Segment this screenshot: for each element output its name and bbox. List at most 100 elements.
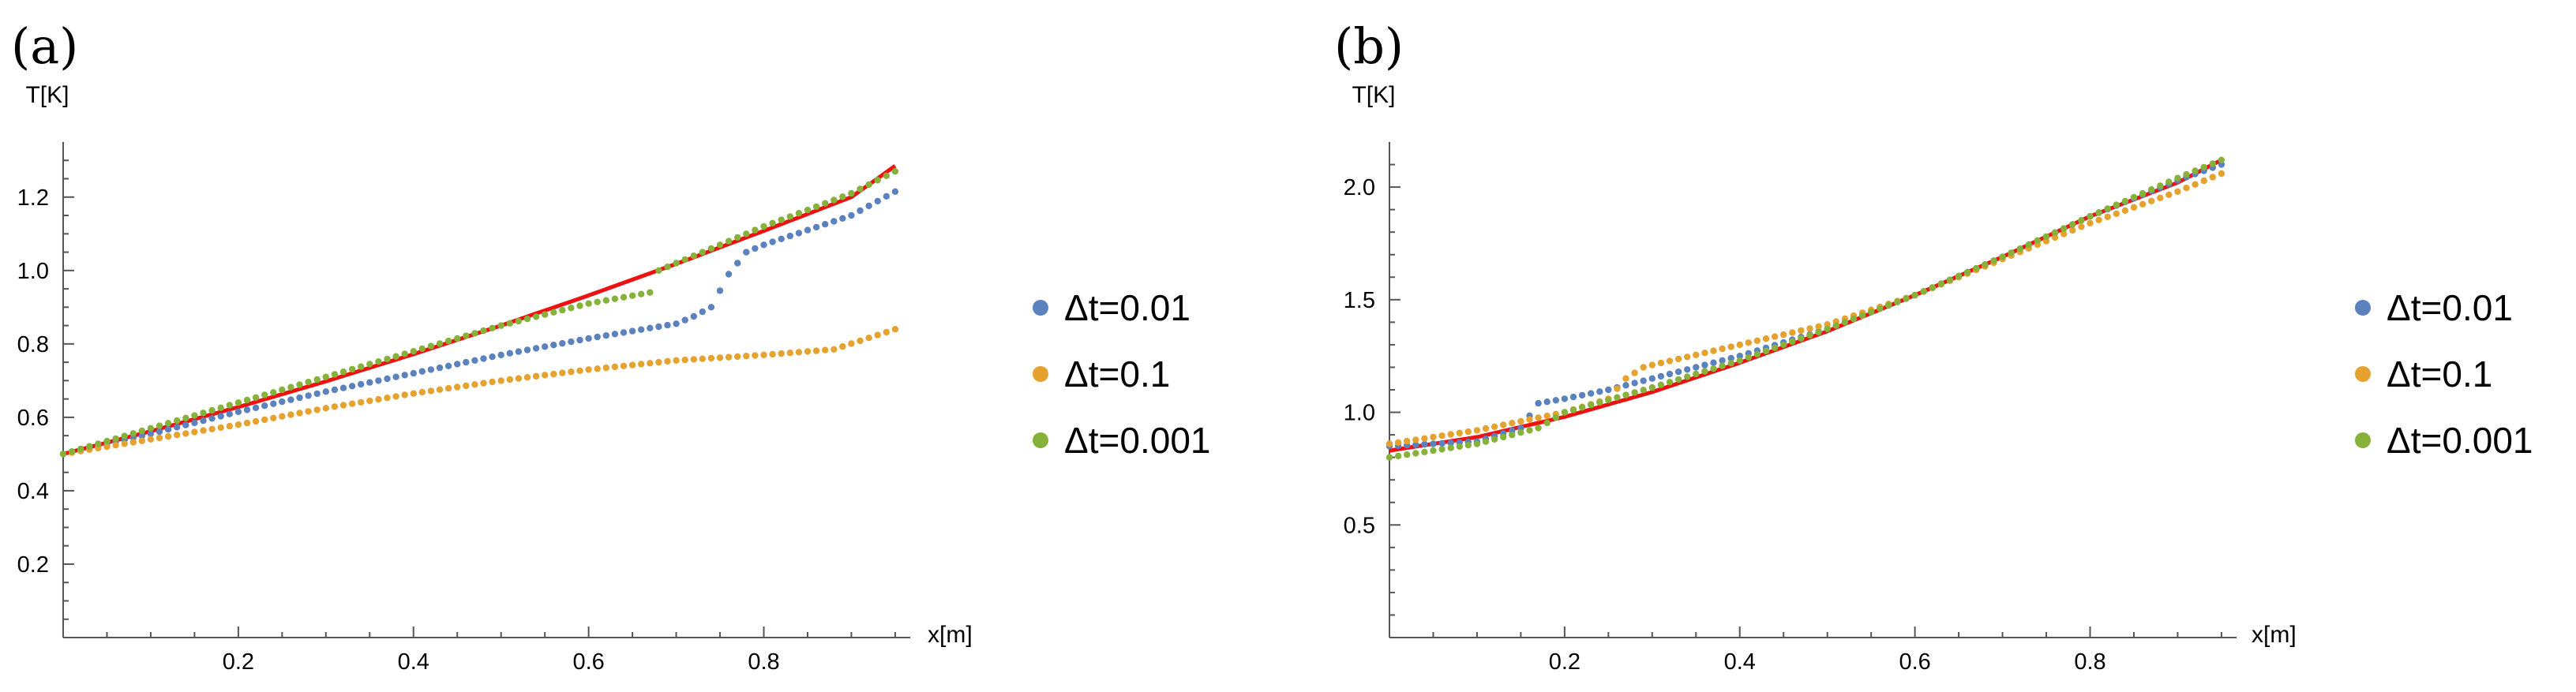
data-point: [1622, 375, 1629, 382]
data-point: [261, 402, 268, 410]
y-axis-title-a: T[K]: [25, 82, 69, 108]
x-tick-label-a: 0.2: [223, 649, 254, 675]
data-point: [752, 226, 759, 234]
y-tick-label-b: 0.5: [1344, 513, 1375, 538]
data-point: [1482, 425, 1490, 432]
data-point: [331, 403, 339, 410]
data-point: [795, 230, 803, 237]
data-point: [348, 383, 356, 390]
data-point: [1473, 440, 1481, 447]
legend-label-a-1: Δt=0.01: [1064, 287, 1191, 328]
data-point: [1430, 440, 1437, 447]
data-point: [1674, 355, 1682, 363]
data-point: [1693, 370, 1700, 378]
chart-panel-b: 0.2 0.4 0.6 0.8 0.5 1.0 1.5 2.0 T[K] x[m] Δt=0.01 Δ…: [1344, 82, 2533, 675]
data-point: [497, 377, 504, 384]
y-tick-label-a: 0.6: [17, 406, 49, 431]
data-point: [506, 320, 513, 327]
y-tick-label-b: 1.5: [1344, 288, 1375, 313]
data-point: [375, 377, 382, 384]
data-point: [752, 352, 759, 359]
data-point: [1999, 253, 2006, 260]
data-point: [444, 337, 452, 345]
data-point: [1412, 441, 1419, 448]
data-point: [602, 332, 609, 339]
x-tick-label-b: 0.2: [1549, 649, 1580, 675]
data-point: [1490, 436, 1498, 443]
data-point: [2157, 194, 2164, 201]
data-point: [1727, 343, 1734, 350]
data-point: [707, 245, 715, 252]
data-point: [375, 395, 382, 403]
data-point: [532, 345, 540, 352]
data-point: [200, 427, 207, 434]
y-tick-label-b: 1.0: [1344, 401, 1375, 426]
data-point: [769, 219, 776, 226]
data-point: [156, 428, 163, 436]
data-point: [418, 388, 426, 396]
data-point: [857, 207, 864, 215]
data-point: [707, 354, 715, 362]
y-tick-label-b: 2.0: [1344, 175, 1375, 200]
data-point: [77, 445, 84, 453]
data-point: [1456, 443, 1464, 451]
data-point: [1569, 406, 1577, 413]
data-point: [1789, 338, 1796, 346]
data-point: [1701, 350, 1708, 357]
data-point: [1798, 335, 1805, 342]
data-point: [822, 200, 829, 207]
data-point: [410, 390, 417, 397]
data-point: [138, 437, 145, 444]
data-point: [1674, 376, 1682, 383]
data-point: [182, 421, 189, 428]
data-point: [305, 408, 312, 415]
data-point: [1762, 347, 1770, 355]
data-point: [2183, 170, 2190, 178]
data-point: [778, 216, 785, 223]
data-point: [497, 351, 504, 358]
data-point: [103, 443, 111, 451]
data-point: [331, 386, 339, 394]
data-point: [1885, 301, 1892, 309]
data-point: [463, 332, 470, 339]
data-point: [699, 355, 706, 362]
data-point: [1473, 427, 1481, 434]
data-point: [585, 300, 592, 307]
data-point: [392, 373, 399, 380]
data-point: [1605, 386, 1612, 394]
data-point: [1552, 414, 1560, 421]
y-axis-title-b: T[K]: [1352, 82, 1395, 108]
analytic-curve-b: [1389, 158, 2223, 453]
data-point: [1561, 395, 1569, 402]
data-point: [1946, 276, 1954, 283]
data-point: [550, 309, 557, 316]
data-point: [121, 440, 128, 447]
series-a-1: [59, 188, 899, 458]
data-point: [2130, 204, 2138, 211]
data-point: [506, 350, 513, 357]
data-point: [1990, 257, 1997, 264]
data-point: [1622, 391, 1629, 398]
data-point: [384, 355, 391, 363]
data-point: [444, 384, 452, 392]
data-point: [1666, 357, 1674, 365]
data-point: [778, 350, 785, 357]
legend-label-a-2: Δt=0.1: [1064, 353, 1170, 395]
data-point: [857, 185, 864, 193]
data-point: [208, 425, 216, 432]
data-point: [2139, 189, 2147, 197]
data-point: [690, 356, 697, 363]
data-point: [865, 202, 872, 210]
data-point: [576, 336, 583, 344]
data-point: [489, 353, 496, 361]
data-point: [95, 440, 102, 447]
data-point: [2139, 200, 2147, 208]
data-point: [287, 396, 294, 403]
data-point: [681, 316, 688, 324]
data-point: [270, 400, 277, 407]
data-point: [883, 193, 891, 200]
data-point: [506, 376, 513, 383]
data-point: [1561, 409, 1569, 416]
data-point: [1394, 452, 1402, 460]
